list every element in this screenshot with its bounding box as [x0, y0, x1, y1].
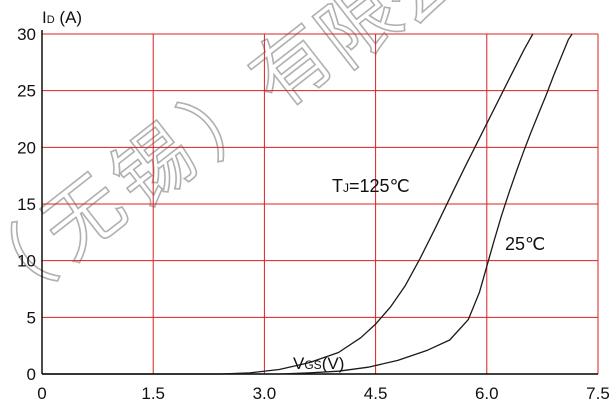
tick-labels: 0 1.5 3.0 4.5 6.0 7.5 0 5 10 15 20 25 30: [17, 25, 610, 403]
y-tick-label: 0: [27, 365, 36, 384]
y-tick-label: 15: [17, 195, 36, 214]
x-tick-label: 6.0: [475, 384, 499, 403]
y-axis-label-main: I: [42, 8, 47, 27]
y-tick-label: 25: [17, 82, 36, 101]
x-axis-label-unit: (V): [322, 354, 345, 373]
series-label-tj125: TJ=125℃: [332, 176, 410, 196]
series-line-125: [42, 33, 534, 375]
y-tick-label: 20: [17, 138, 36, 157]
x-axis-label-main: V: [293, 354, 305, 373]
grid: [41, 30, 599, 375]
series-label-25c-main: 25℃: [505, 234, 545, 254]
series-label-tj125-main: T: [332, 176, 343, 196]
y-tick-label: 30: [17, 25, 36, 44]
series-label-25c: 25℃: [505, 234, 545, 254]
x-axis-label: VGS(V): [293, 354, 344, 373]
y-tick-label: 5: [27, 308, 36, 327]
y-axis-label: ID (A): [42, 8, 82, 27]
series-layer: [42, 33, 573, 375]
x-tick-label: 1.5: [141, 384, 165, 403]
watermark: （无锡）有限公司: [0, 0, 544, 334]
y-tick-label: 10: [17, 252, 36, 271]
x-axis-label-sub: GS: [304, 358, 321, 372]
series-label-tj125-rest: =125℃: [349, 176, 410, 196]
watermark-glyph: 司: [426, 0, 543, 9]
x-tick-label: 3.0: [253, 384, 277, 403]
y-axis-label-sub: D: [47, 14, 55, 26]
x-tick-label: 7.5: [586, 384, 610, 403]
y-axis-label-unit: (A): [55, 8, 82, 27]
x-tick-label: 0: [37, 384, 46, 403]
series-line-25: [42, 33, 573, 375]
series-label-tj125-sub: J: [343, 181, 349, 195]
x-tick-label: 4.5: [364, 384, 388, 403]
